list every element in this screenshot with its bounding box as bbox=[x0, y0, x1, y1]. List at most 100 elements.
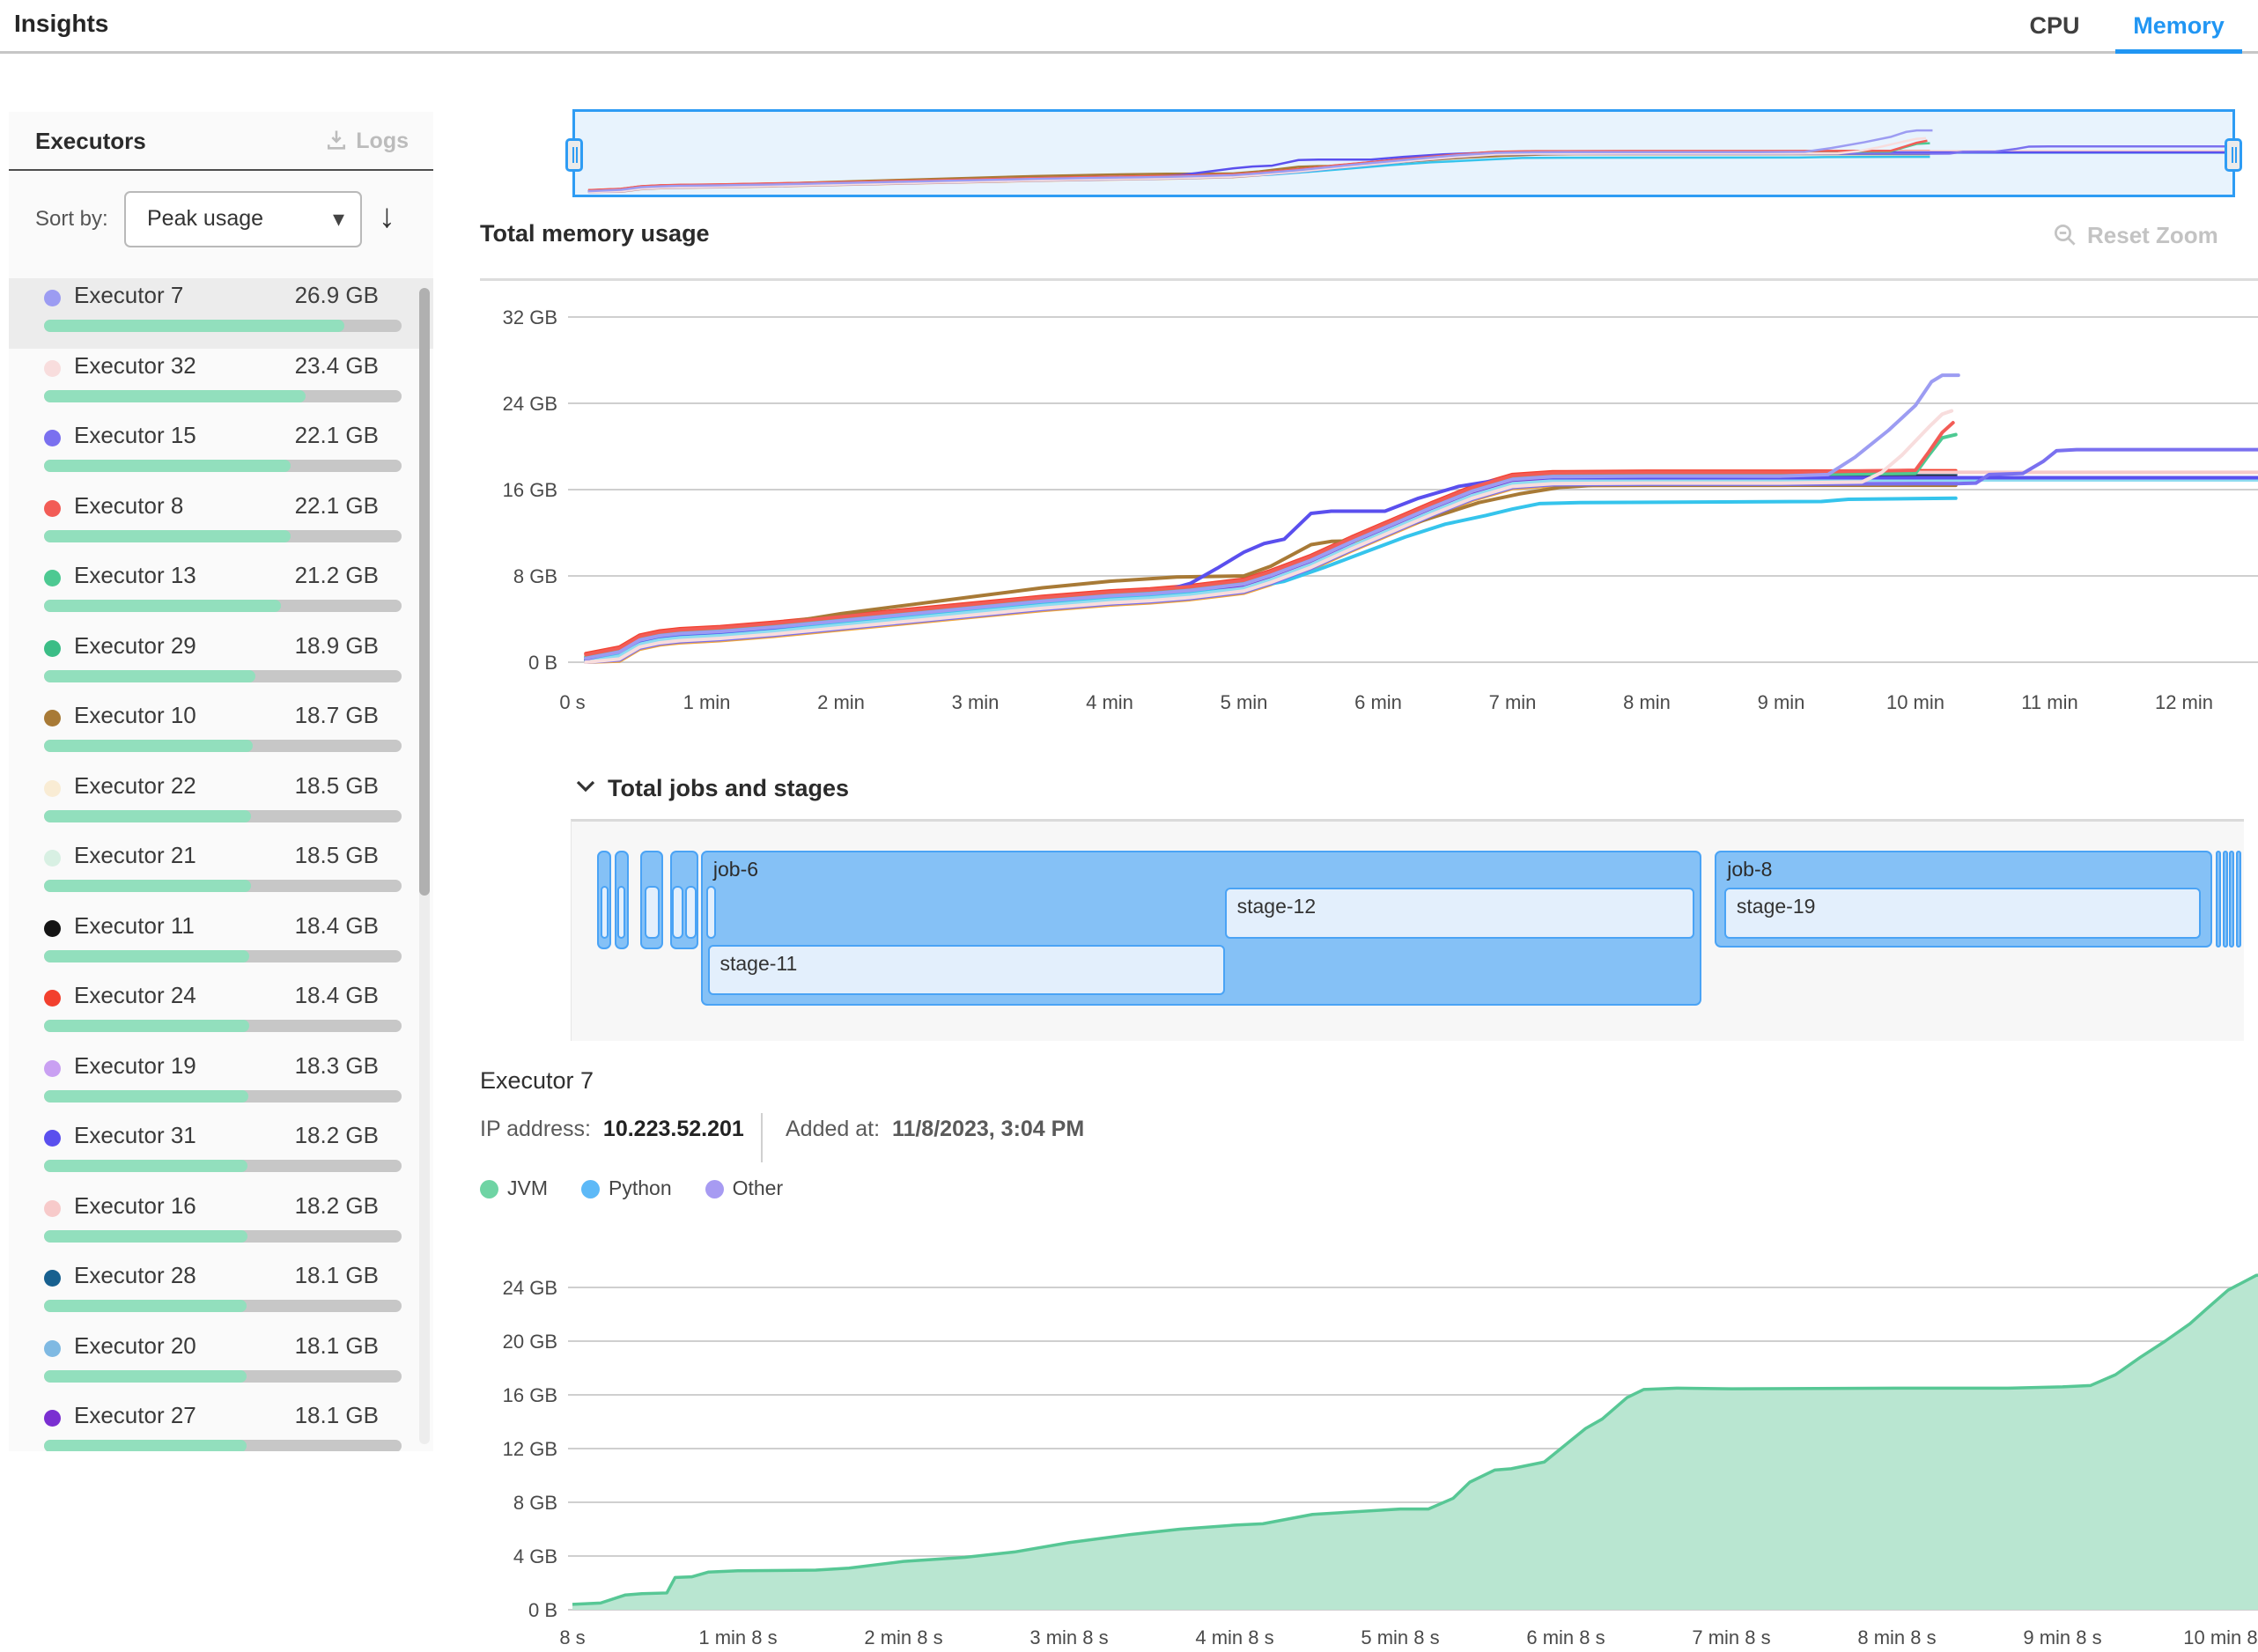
executor-name: Executor 24 bbox=[74, 982, 196, 1008]
svg-text:16 GB: 16 GB bbox=[503, 1384, 557, 1406]
stage-block[interactable] bbox=[617, 886, 626, 939]
executor-name: Executor 8 bbox=[74, 491, 184, 519]
executor-name: Executor 11 bbox=[74, 911, 195, 939]
svg-text:5 min 8 s: 5 min 8 s bbox=[1361, 1626, 1439, 1648]
executor-color-dot bbox=[44, 779, 61, 797]
legend-dot bbox=[581, 1180, 600, 1198]
executor-list-item[interactable]: Executor 31 18.2 GB bbox=[9, 1118, 433, 1189]
svg-text:0 B: 0 B bbox=[528, 652, 557, 674]
overview-brush[interactable] bbox=[565, 109, 2242, 197]
executor-list-item[interactable]: Executor 11 18.4 GB bbox=[9, 909, 433, 979]
stage-block[interactable] bbox=[672, 886, 684, 939]
svg-text:7 min: 7 min bbox=[1489, 691, 1537, 713]
stage-block-stage-11[interactable]: stage-11 bbox=[707, 945, 1225, 995]
executor-peak-value: 22.1 GB bbox=[294, 422, 379, 448]
tab-cpu[interactable]: CPU bbox=[2029, 12, 2080, 39]
executor-peak-value: 18.2 GB bbox=[294, 1122, 379, 1148]
job-block[interactable] bbox=[2229, 851, 2235, 948]
executor-usage-bar bbox=[44, 600, 402, 612]
executor-name: Executor 28 bbox=[74, 1262, 196, 1288]
executor-name: Executor 21 bbox=[74, 842, 196, 868]
jobs-section-toggle[interactable]: Total jobs and stages bbox=[574, 775, 849, 802]
executor-list-item[interactable]: Executor 24 18.4 GB bbox=[9, 978, 433, 1049]
detail-divider bbox=[761, 1113, 763, 1162]
executor-usage-bar bbox=[44, 320, 402, 332]
brush-handle-right[interactable] bbox=[2225, 138, 2242, 172]
executor-list-item[interactable]: Executor 27 18.1 GB bbox=[9, 1398, 433, 1451]
executor-list-item[interactable]: Executor 21 18.5 GB bbox=[9, 838, 433, 909]
executor-list-item[interactable]: Executor 19 18.3 GB bbox=[9, 1049, 433, 1119]
overview-chart bbox=[587, 129, 2226, 194]
ip-label: IP address: bbox=[480, 1117, 592, 1141]
executor-usage-fill bbox=[44, 1369, 247, 1383]
executor-peak-value: 18.7 GB bbox=[294, 702, 379, 728]
legend-item-python[interactable]: Python bbox=[581, 1176, 672, 1200]
brush-handle-left[interactable] bbox=[565, 138, 583, 172]
executor-list-item[interactable]: Executor 10 18.7 GB bbox=[9, 698, 433, 769]
executor-ip-row: IP address: 10.223.52.201 bbox=[480, 1117, 744, 1166]
executor-color-dot bbox=[44, 710, 61, 726]
executor-list-item[interactable]: Executor 22 18.5 GB bbox=[9, 769, 433, 839]
reset-zoom-button[interactable]: Reset Zoom bbox=[2052, 222, 2218, 249]
executor-color-dot bbox=[44, 1199, 61, 1217]
executor-usage-bar bbox=[44, 1020, 402, 1032]
svg-text:8 min: 8 min bbox=[1623, 691, 1671, 713]
executor-color-dot bbox=[44, 639, 61, 657]
legend-item-other[interactable]: Other bbox=[705, 1176, 783, 1200]
legend-item-jvm[interactable]: JVM bbox=[480, 1176, 548, 1200]
executor-name: Executor 10 bbox=[74, 702, 196, 728]
executor-usage-bar bbox=[44, 1440, 402, 1451]
executor-list-item[interactable]: Executor 13 21.2 GB bbox=[9, 558, 433, 629]
scrollbar-thumb[interactable] bbox=[419, 288, 430, 896]
job-block[interactable] bbox=[2222, 851, 2228, 948]
svg-text:6 min: 6 min bbox=[1354, 691, 1402, 713]
top-header: Insights CPU Memory bbox=[0, 0, 2258, 54]
executor-added-row: Added at: 11/8/2023, 3:04 PM bbox=[786, 1117, 1084, 1142]
job-block[interactable] bbox=[2216, 851, 2222, 948]
executor-color-dot bbox=[44, 1339, 61, 1357]
executor-peak-value: 26.9 GB bbox=[294, 282, 379, 308]
executor-list-item[interactable]: Executor 29 18.9 GB bbox=[9, 629, 433, 699]
jobs-section-title: Total jobs and stages bbox=[608, 775, 850, 801]
executor-list-item[interactable]: Executor 16 18.2 GB bbox=[9, 1189, 433, 1259]
tab-memory[interactable]: Memory bbox=[2115, 0, 2242, 54]
stage-block[interactable] bbox=[705, 886, 716, 939]
executor-list-item[interactable]: Executor 32 23.4 GB bbox=[9, 349, 433, 419]
executor-list-item[interactable]: Executor 7 26.9 GB bbox=[9, 278, 433, 349]
executor7-memory-chart[interactable]: 0 B 4 GB 8 GB 12 GB 16 GB 20 GB 24 GB 8 s 1 min … bbox=[480, 1228, 2258, 1652]
executor-usage-bar bbox=[44, 1089, 402, 1103]
job-block[interactable] bbox=[2235, 851, 2242, 948]
stage-block-stage-19[interactable]: stage-19 bbox=[1723, 888, 2202, 939]
executor-usage-bar bbox=[44, 1229, 402, 1243]
stage-block[interactable] bbox=[685, 886, 697, 939]
sort-direction-button[interactable]: ↓ bbox=[379, 198, 395, 235]
executor-usage-fill bbox=[44, 880, 251, 892]
logs-button[interactable]: Logs bbox=[324, 128, 409, 154]
executor-name: Executor 15 bbox=[74, 422, 196, 448]
svg-text:4 min 8 s: 4 min 8 s bbox=[1195, 1626, 1273, 1648]
executor-usage-bar bbox=[44, 389, 402, 402]
executor-peak-value: 23.4 GB bbox=[294, 351, 379, 379]
jobs-stages-timeline: job-6 stage-12 stage-11 job-8 stage-19 bbox=[571, 819, 2244, 1041]
stage-block[interactable] bbox=[644, 886, 660, 939]
executors-panel: Executors Logs Sort by: Peak usage ▾ ↓ E… bbox=[9, 112, 433, 1451]
executor-usage-bar bbox=[44, 1300, 402, 1312]
executor-color-dot bbox=[44, 430, 61, 446]
legend-label: Python bbox=[609, 1176, 672, 1199]
executor-list-item[interactable]: Executor 15 22.1 GB bbox=[9, 418, 433, 489]
executor-list-item[interactable]: Executor 20 18.1 GB bbox=[9, 1329, 433, 1399]
executor-usage-bar bbox=[44, 529, 402, 542]
executor-list-item[interactable]: Executor 28 18.1 GB bbox=[9, 1258, 433, 1329]
executor-usage-bar bbox=[44, 740, 402, 752]
svg-text:20 GB: 20 GB bbox=[503, 1331, 557, 1353]
stage-block-stage-12[interactable]: stage-12 bbox=[1224, 888, 1695, 939]
executor-color-dot bbox=[44, 1270, 61, 1287]
section-divider bbox=[480, 278, 2258, 281]
executor-list-item[interactable]: Executor 8 22.1 GB bbox=[9, 489, 433, 559]
sort-row: Sort by: Peak usage ▾ ↓ bbox=[9, 191, 433, 253]
sort-dropdown[interactable]: Peak usage ▾ bbox=[124, 191, 362, 247]
stage-block[interactable] bbox=[600, 886, 609, 939]
total-memory-chart[interactable]: 0 B 8 GB 16 GB 24 GB 32 GB 0 s 1 min 2 min 3 min… bbox=[480, 264, 2258, 757]
executor-color-dot bbox=[44, 359, 61, 377]
download-icon bbox=[328, 130, 346, 150]
